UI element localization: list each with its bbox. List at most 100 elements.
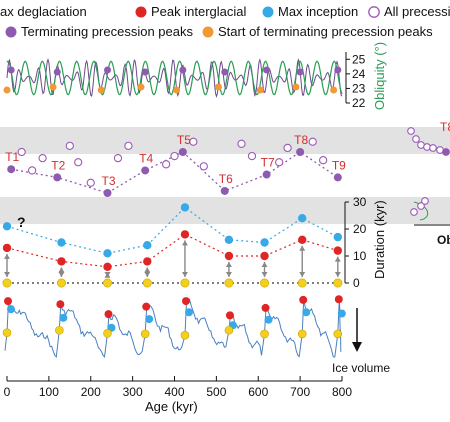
duration-point-max-inception [180, 203, 190, 212]
precession-peak-open [189, 137, 198, 146]
termination-label-t7: T7 [261, 156, 275, 170]
ice-volume-curve [4, 298, 342, 359]
precession-peak-terminating [178, 148, 187, 156]
ice-volume-label: Ice volume [332, 361, 390, 375]
ice-peak-interglacial [4, 297, 12, 306]
duration-arrow-head [4, 253, 10, 259]
termination-label-t2: T2 [51, 158, 65, 172]
ice-max-deglaciation [103, 329, 112, 338]
duration-point-max-deglaciation [142, 278, 152, 288]
precession-peak-open [113, 153, 123, 163]
inset-t8-label: T8 [440, 120, 450, 134]
obliquity-terminating-peak [104, 66, 111, 74]
x-tick-label: 500 [206, 385, 226, 399]
duration-tick-label: 30 [353, 195, 367, 209]
inset-open-peak [429, 144, 437, 152]
ice-peak-interglacial [104, 310, 113, 319]
obliquity-terminating-peak [296, 68, 304, 76]
obliquity-start-peak [256, 86, 264, 94]
obliquity-start-peak [49, 83, 57, 91]
ice-max-deglaciation [260, 329, 269, 339]
precession-peak-open [283, 143, 292, 153]
duration-point-max-deglaciation [333, 278, 343, 288]
legend-marker-max-inception [262, 6, 274, 18]
termination-label-t3: T3 [102, 174, 116, 188]
obliquity-curve [6, 60, 343, 96]
ice-max-deglaciation [180, 330, 190, 340]
precession-panel: T1 T2 T3 T4 T5 T6 T7 T8 T9 [5, 127, 450, 221]
precession-peak-terminating [262, 170, 271, 179]
ice-peak-interglacial [299, 295, 308, 304]
duration-tick-label: 20 [353, 222, 367, 236]
obliquity-tick-label: 23 [352, 81, 366, 95]
inset-open-peak [407, 127, 415, 135]
duration-arrow-head [181, 272, 188, 277]
duration-arrow-head [144, 272, 151, 277]
obliquity-start-peak [137, 83, 145, 91]
x-axis-label: Age (kyr) [145, 399, 198, 414]
precession-peak-terminating [220, 186, 229, 195]
duration-point-max-deglaciation [103, 278, 113, 288]
ice-peak-interglacial [142, 302, 151, 311]
duration-point-peak-interglacial [298, 235, 307, 244]
precession-peak-terminating [53, 173, 62, 182]
inset-open-peak [412, 135, 420, 143]
x-tick-label: 200 [81, 385, 101, 399]
duration-point-max-deglaciation [180, 278, 190, 288]
precession-peak-open [65, 141, 74, 150]
duration-arrow-head [4, 272, 10, 277]
ice-peak-interglacial [56, 300, 65, 309]
obliquity-terminating-peak [53, 68, 61, 76]
duration-arrow-head [261, 262, 268, 267]
precession-peak-open [170, 151, 179, 161]
precession-peak-open [74, 158, 83, 167]
duration-point-peak-interglacial [224, 251, 234, 261]
precession-peak-open [86, 178, 95, 187]
legend-marker-terminating-precession-peaks [5, 26, 17, 38]
obliquity-start-peak [292, 83, 300, 91]
legend-marker-all-precession-peaks [368, 6, 380, 18]
termination-label-t5: T5 [177, 133, 191, 147]
ice-max-deglaciation [2, 328, 12, 338]
precession-peak-terminating [103, 189, 112, 197]
obliquity-start-peak [3, 86, 11, 94]
x-tick-label: 0 [4, 385, 11, 399]
precession-peak-open [124, 141, 133, 150]
duration-point-peak-interglacial [57, 257, 66, 266]
duration-point-peak-interglacial [260, 251, 269, 261]
obliquity-tick-label: 24 [352, 67, 366, 81]
precession-peak-open [319, 156, 328, 165]
legend-label-start-terminating-peaks: Start of terminating precession peaks [218, 24, 433, 39]
obliquity-terminating-peak [221, 68, 229, 76]
duration-point-max-inception [143, 241, 152, 250]
duration-point-max-deglaciation [297, 278, 307, 288]
precession-peak-open [308, 137, 317, 146]
band-upper [0, 127, 450, 154]
termination-label-t1: T1 [5, 150, 19, 164]
obliquity-start-peak [214, 83, 222, 91]
obliquity-tick-label: 25 [352, 52, 366, 66]
ice-max-deglaciation [140, 329, 150, 339]
termination-label-t4: T4 [139, 151, 153, 165]
obliquity-terminating-peak [263, 66, 271, 74]
duration-point-max-inception [2, 222, 12, 231]
precession-peak-open [199, 162, 208, 171]
obliquity-start-peak [97, 86, 105, 94]
duration-arrow-head [225, 272, 232, 277]
duration-point-peak-interglacial [143, 257, 152, 266]
duration-point-max-inception [260, 238, 269, 247]
duration-axis-label: Duration (kyr) [372, 200, 387, 279]
precession-peak-open [247, 151, 257, 161]
obliquity-axis: Obliquity (°) [345, 42, 387, 110]
ice-max-deglaciation [55, 325, 64, 335]
obliquity-tick-label: 22 [352, 96, 366, 110]
legend: ax deglaciation Peak interglacial Max in… [0, 4, 450, 39]
precession-peak-terminating [7, 165, 16, 174]
ice-max-deglaciation [297, 329, 307, 339]
ice-max-inception [59, 313, 68, 322]
ice-max-inception [264, 315, 273, 324]
ice-peak-interglacial [334, 295, 343, 304]
duration-point-max-inception [224, 235, 234, 244]
duration-point-max-deglaciation [260, 278, 270, 288]
